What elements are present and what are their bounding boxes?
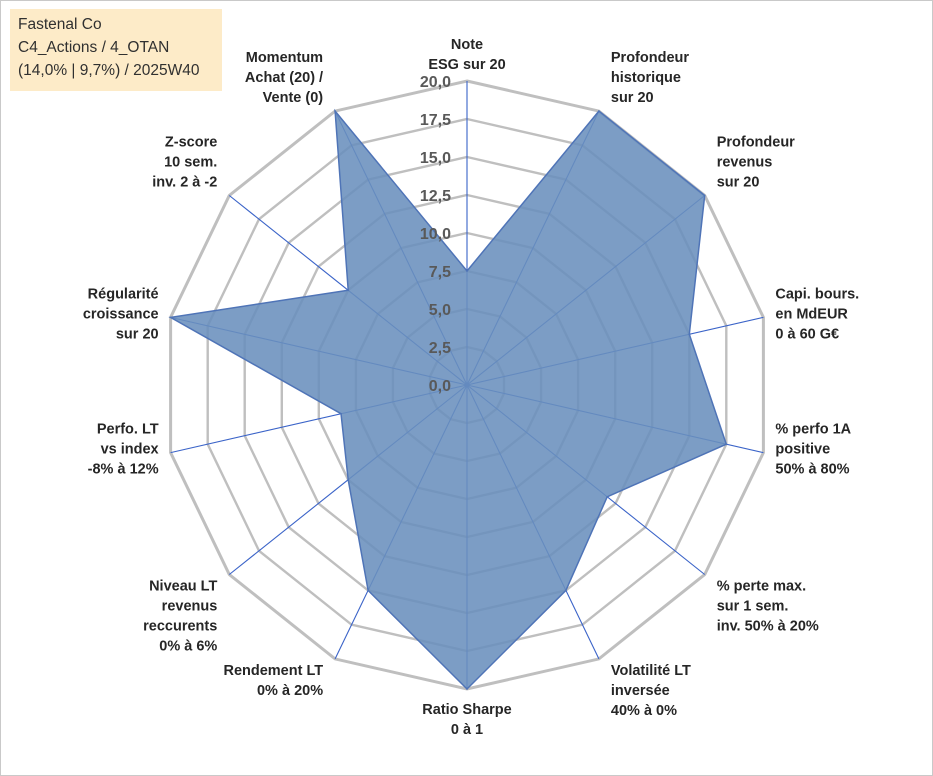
title-line-stats: (14,0% | 9,7%) / 2025W40 <box>18 62 200 79</box>
radar-tick-labels: 0,0 2,5 5,0 7,5 10,0 12,5 15,0 17,5 20,0 <box>420 74 451 395</box>
chart-title-box: Fastenal Co C4_Actions / 4_OTAN (14,0% |… <box>10 9 222 91</box>
category-label-line: historique <box>611 70 681 86</box>
category-label: Z-score 10 sem. inv. 2 à -2 <box>152 135 217 191</box>
radar-category-labels: Note ESG sur 20 Profondeur historique sur 20… <box>83 37 859 738</box>
title-line-portfolio: C4_Actions / 4_OTAN <box>18 39 170 56</box>
tick-label: 15,0 <box>420 150 451 167</box>
category-label-line: 50% à 80% <box>775 462 849 478</box>
category-label-line: Profondeur <box>611 50 689 66</box>
category-label-line: Ratio Sharpe <box>422 702 511 718</box>
data-point <box>725 443 728 446</box>
category-label-line: Volatilité LT <box>611 663 691 679</box>
category-label-line: Note <box>451 37 483 53</box>
category-label-line: Momentum <box>246 50 323 66</box>
data-point <box>703 194 706 197</box>
tick-label: 12,5 <box>420 188 451 205</box>
radar-series <box>168 108 728 691</box>
category-label-line: Z-score <box>165 135 217 151</box>
category-label-line: Achat (20) / <box>245 70 323 86</box>
category-label: Perfo. LT vs index -8% à 12% <box>88 422 159 478</box>
category-label: Rendement LT 0% à 20% <box>223 663 323 699</box>
tick-label: 10,0 <box>420 226 451 243</box>
category-label-line: inv. 50% à 20% <box>717 619 819 635</box>
category-label-line: sur 20 <box>116 326 159 342</box>
category-label-line: positive <box>775 442 830 458</box>
data-point <box>340 412 342 415</box>
data-point <box>688 333 691 336</box>
category-label: % perfo 1A positive 50% à 80% <box>775 422 851 478</box>
category-label-line: 10 sem. <box>164 155 217 171</box>
category-label: Capi. bours. en MdEUR 0 à 60 G€ <box>775 286 859 342</box>
category-label-line: vs index <box>101 442 159 458</box>
data-point <box>466 688 468 690</box>
category-label: Ratio Sharpe 0 à 1 <box>422 702 511 738</box>
category-label: Profondeur historique sur 20 <box>611 50 689 106</box>
category-label-line: revenus <box>162 599 218 615</box>
data-point <box>169 316 172 319</box>
category-label-line: inv. 2 à -2 <box>152 175 217 191</box>
data-point <box>565 589 567 592</box>
data-point <box>334 110 336 112</box>
category-label-line: sur 20 <box>611 90 654 106</box>
tick-label: 2,5 <box>429 340 451 357</box>
category-label-line: sur 20 <box>717 175 760 191</box>
category-label-line: % perfo 1A <box>775 422 851 438</box>
category-label: % perte max. sur 1 sem. inv. 50% à 20% <box>717 579 819 635</box>
category-label: Momentum Achat (20) / Vente (0) <box>245 50 323 106</box>
tick-label: 5,0 <box>429 302 451 319</box>
category-label-line: reccurents <box>143 619 217 635</box>
category-label-line: sur 1 sem. <box>717 599 789 615</box>
title-line-company: Fastenal Co <box>18 16 102 33</box>
tick-label: 20,0 <box>420 74 451 91</box>
category-label-line: inversée <box>611 683 670 699</box>
category-label-line: 0% à 6% <box>159 639 217 655</box>
tick-label: 7,5 <box>429 264 451 281</box>
category-label-line: Profondeur <box>717 135 795 151</box>
data-point <box>598 110 600 112</box>
category-label-line: 0% à 20% <box>257 683 323 699</box>
category-label-line: -8% à 12% <box>88 462 159 478</box>
category-label: Régularité croissance sur 20 <box>83 286 159 342</box>
data-point <box>606 496 608 498</box>
category-label-line: Rendement LT <box>223 663 323 679</box>
category-label-line: en MdEUR <box>775 306 848 322</box>
category-label: Niveau LT revenus reccurents 0% à 6% <box>143 579 217 655</box>
category-label-line: 0 à 60 G€ <box>775 326 839 342</box>
category-label-line: 40% à 0% <box>611 703 677 719</box>
category-label-line: Niveau LT <box>149 579 217 595</box>
category-label-line: revenus <box>717 155 773 171</box>
tick-label: 17,5 <box>420 112 451 129</box>
category-label: Profondeur revenus sur 20 <box>717 135 795 191</box>
category-label-line: Vente (0) <box>263 90 324 106</box>
data-point <box>347 289 350 292</box>
category-label-line: croissance <box>83 306 159 322</box>
data-point <box>466 270 468 272</box>
category-label-line: % perte max. <box>717 579 806 595</box>
category-label: Note ESG sur 20 <box>428 37 505 73</box>
category-label-line: Capi. bours. <box>775 286 859 302</box>
data-point <box>367 589 369 592</box>
category-label-line: Perfo. LT <box>97 422 159 438</box>
category-label: Volatilité LT inversée 40% à 0% <box>611 663 691 719</box>
category-label-line: Régularité <box>88 286 159 302</box>
category-label-line: 0 à 1 <box>451 722 483 738</box>
data-point <box>347 479 350 481</box>
tick-label: 0,0 <box>429 378 451 395</box>
category-label-line: ESG sur 20 <box>428 57 505 73</box>
